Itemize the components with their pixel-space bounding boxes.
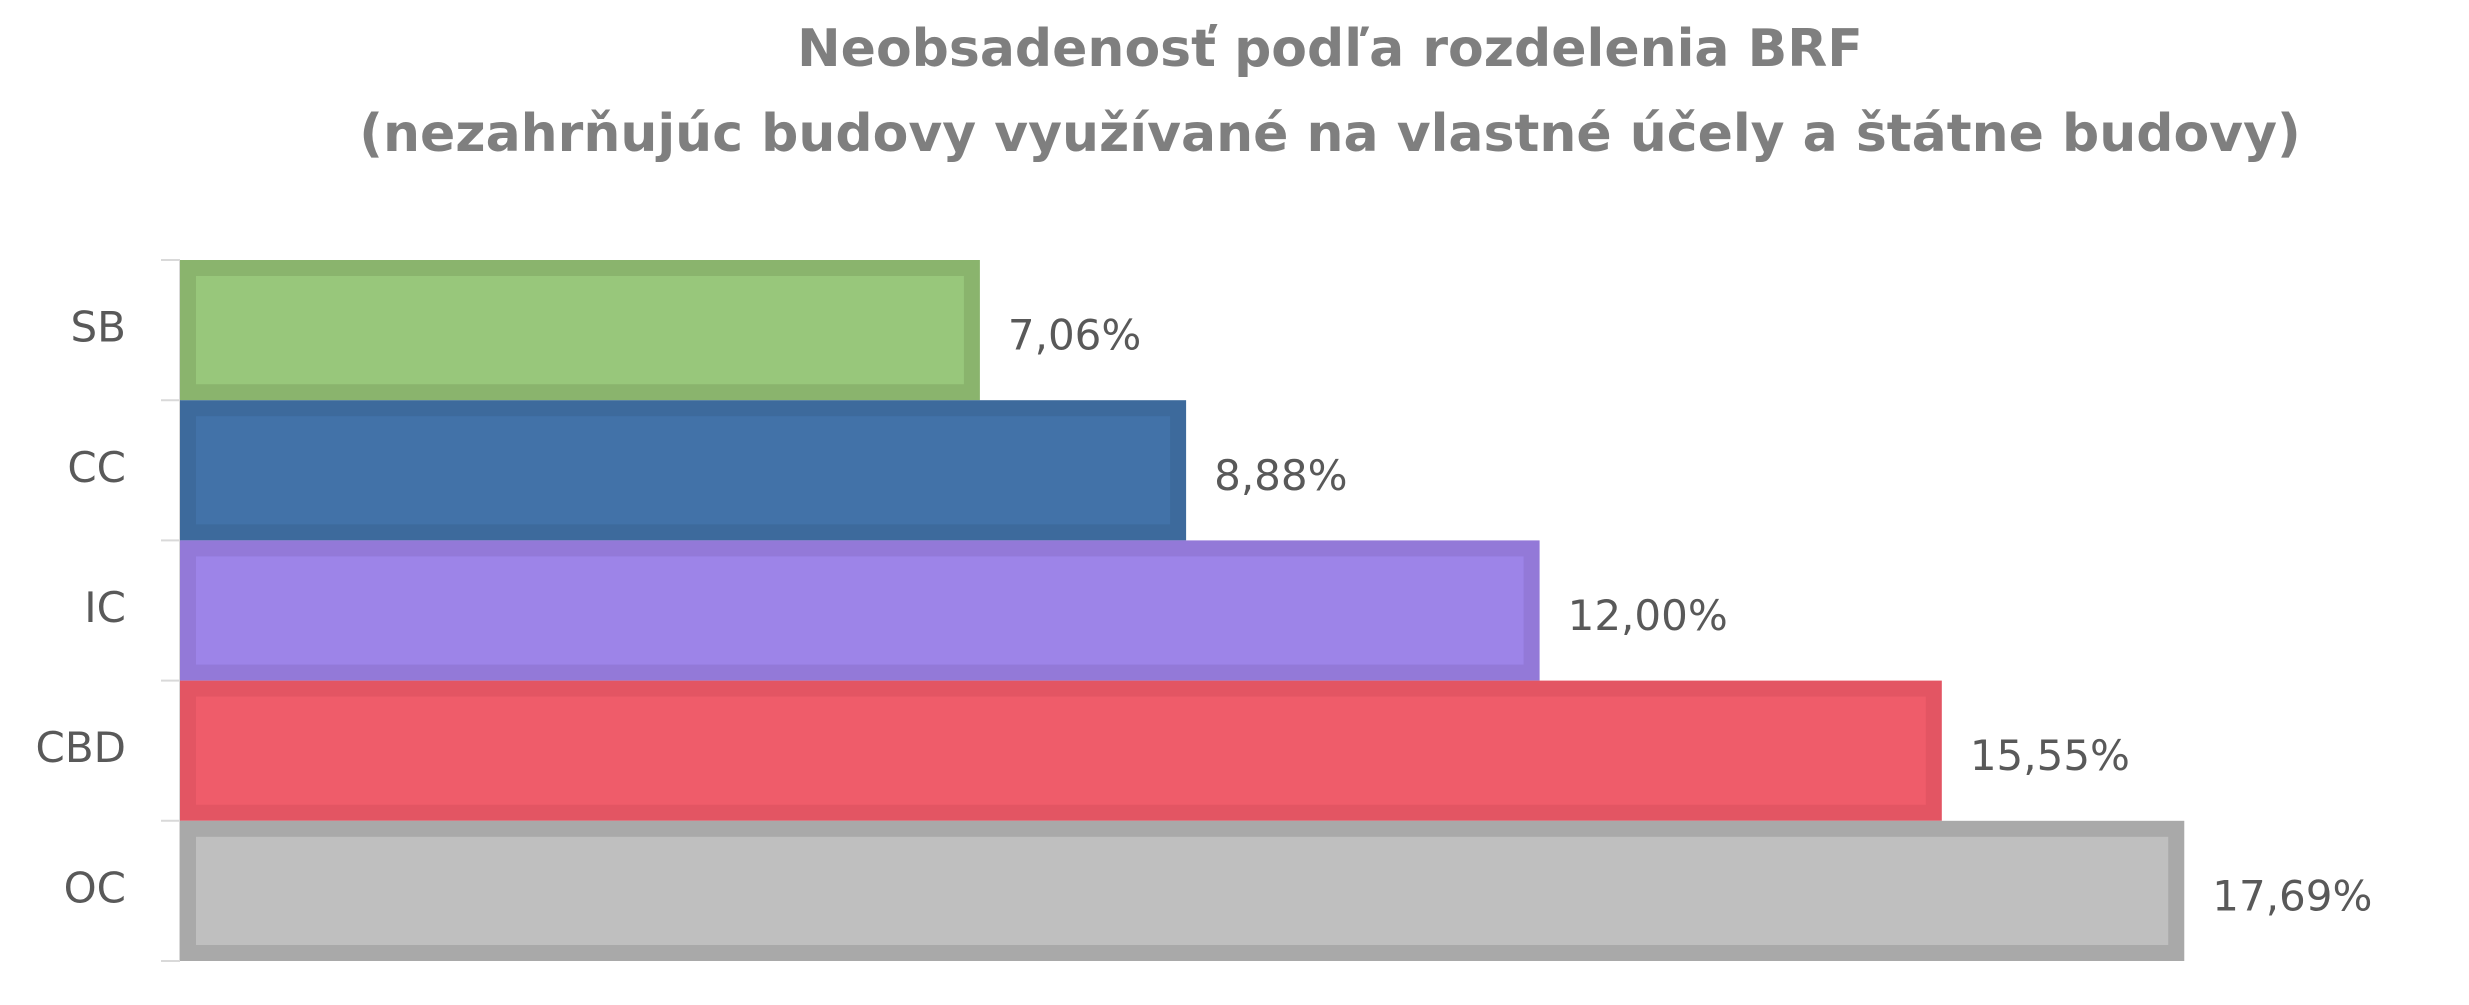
value-label: 7,06% <box>1008 311 1141 360</box>
chart-title: Neobsadenosť podľa rozdelenia BRF <box>797 19 1863 79</box>
value-label: 15,55% <box>1970 731 2130 780</box>
bar <box>180 260 980 401</box>
value-label: 8,88% <box>1214 451 1347 500</box>
y-tick-label: SB <box>71 303 126 352</box>
bar <box>180 540 1540 681</box>
y-tick-label: IC <box>84 583 126 632</box>
y-tick-label: CC <box>67 443 126 492</box>
bar <box>180 820 2185 961</box>
y-tick-label: CBD <box>36 723 126 772</box>
value-label: 17,69% <box>2212 871 2372 920</box>
bar <box>180 680 1942 821</box>
y-tick-label: OC <box>64 863 126 912</box>
chart-subtitle: (nezahrňujúc budovy využívané na vlastné… <box>359 104 2301 164</box>
bar <box>180 400 1187 541</box>
value-label: 12,00% <box>1568 591 1728 640</box>
